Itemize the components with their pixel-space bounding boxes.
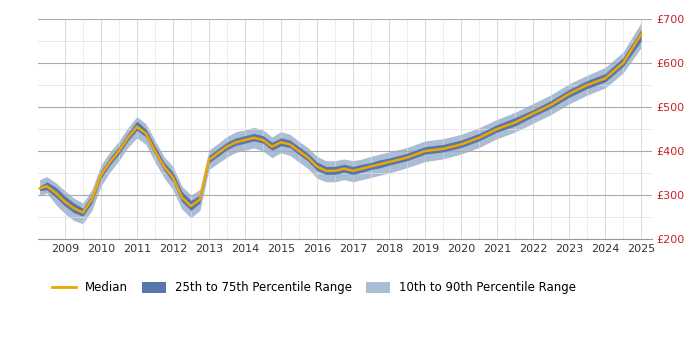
Legend: Median, 25th to 75th Percentile Range, 10th to 90th Percentile Range: Median, 25th to 75th Percentile Range, 1…: [47, 277, 581, 299]
